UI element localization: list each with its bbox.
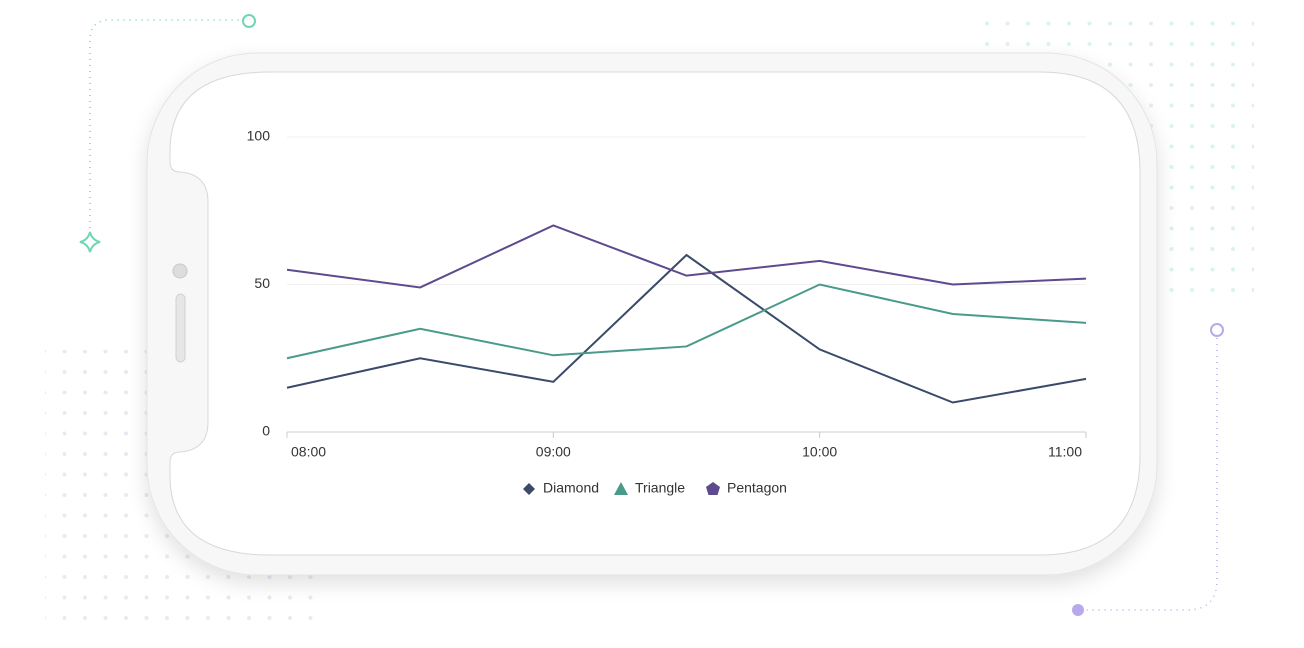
legend-label: Triangle [635, 480, 685, 496]
legend-item: Diamond [523, 480, 599, 496]
deco-circle [1072, 604, 1084, 616]
series-line [286, 224, 1087, 289]
y-tick-label: 50 [254, 275, 270, 291]
phone-screen [169, 71, 1141, 556]
deco-circle [242, 14, 256, 28]
x-tick-label: 11:00 [1048, 444, 1082, 460]
legend-marker [614, 482, 628, 495]
legend-marker [706, 482, 720, 495]
x-tick-label: 10:00 [802, 444, 837, 460]
deco-circle [1210, 323, 1224, 337]
phone-camera [172, 263, 188, 279]
phone-button [175, 293, 186, 363]
deco-line [89, 19, 242, 228]
x-tick-label: 09:00 [536, 444, 571, 460]
legend-item: Pentagon [706, 480, 787, 496]
legend-marker [523, 483, 535, 495]
x-tick-label: 08:00 [291, 444, 326, 460]
legend-label: Diamond [543, 480, 599, 496]
legend-label: Pentagon [727, 480, 787, 496]
series-line [286, 283, 1087, 360]
chart: 0 50 100 08:00 09:00 10:00 11:00 Diamond Triangl… [247, 128, 1087, 496]
y-tick-label: 0 [262, 423, 270, 439]
deco-star [79, 231, 101, 253]
legend-item: Triangle [614, 480, 685, 496]
series-line [286, 253, 1087, 404]
y-tick-label: 100 [247, 128, 271, 144]
